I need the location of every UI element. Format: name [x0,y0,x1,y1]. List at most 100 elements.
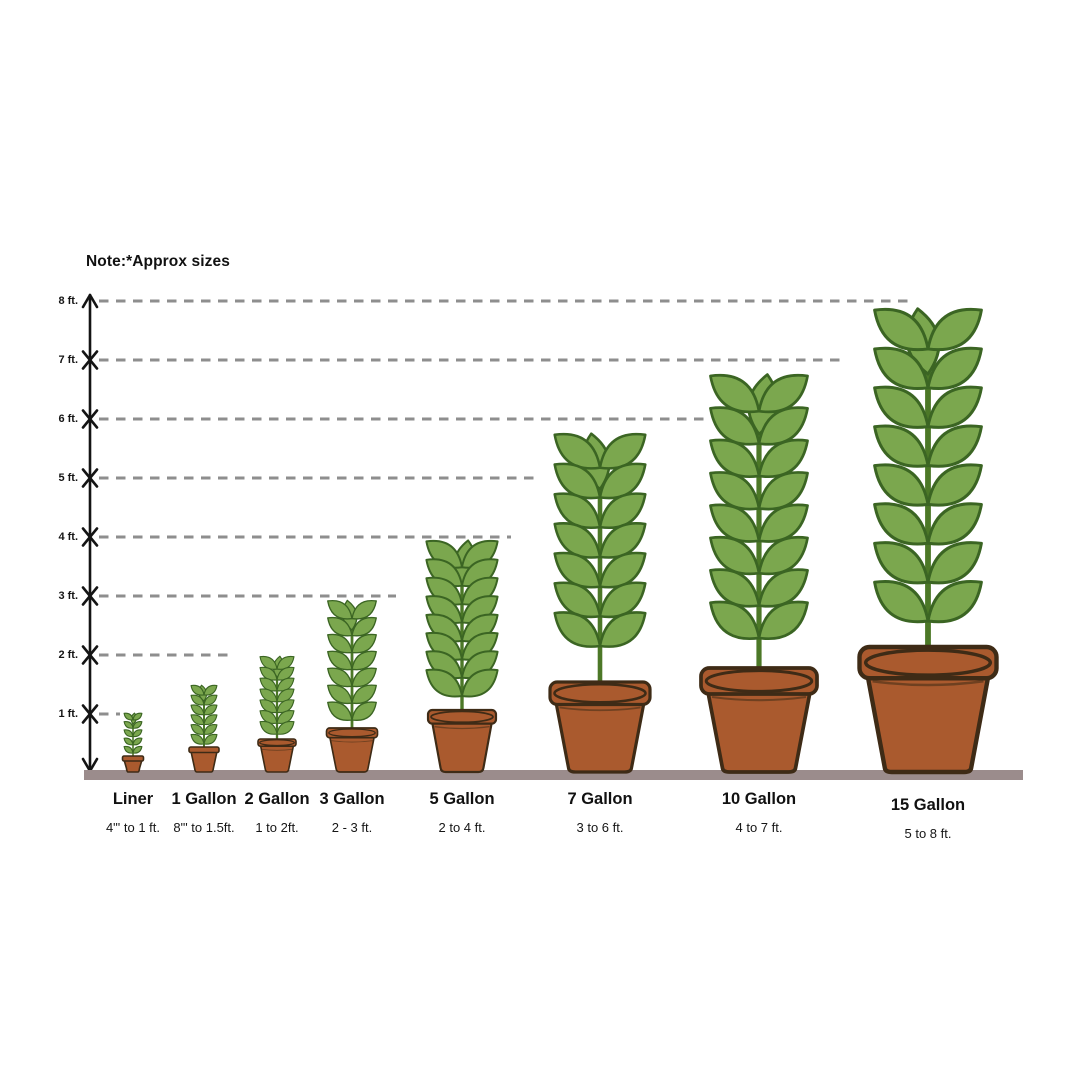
pot-3-gallon [325,727,379,773]
leaf [132,729,143,738]
pot-rim [857,644,999,681]
leaf [190,733,205,745]
category-label-15-gallon: 15 Gallon [890,796,966,814]
axis-tick-4ft-icon [81,527,99,547]
category-label-2-gallon: 2 Gallon [244,790,310,808]
leaf [351,633,377,654]
category-label-3-gallon: 3 Gallon [319,790,385,808]
category-label-1-gallon: 1 Gallon [171,790,237,808]
category-label-10-gallon: 10 Gallon [721,790,797,808]
leaf [190,684,205,696]
pot-body [190,749,218,773]
plant-15-gallon [873,307,983,660]
pot-opening [259,739,295,747]
axis-tick-1ft-icon [81,704,99,724]
axis-tick-6ft-icon [81,409,99,429]
leaf [709,600,761,641]
pot-opening [430,710,494,724]
leaf [926,424,983,468]
leaf [123,729,134,738]
leaf [926,541,983,585]
plant-2-gallon [259,655,295,751]
axis-tick-label-6ft: 6 ft. [58,413,78,425]
leaf [123,745,134,754]
pot-body [430,720,494,774]
leaf [132,737,143,746]
pot-liner [121,755,145,773]
leaf [926,579,983,624]
category-label-7-gallon: 7 Gallon [567,790,633,808]
category-label-5-gallon: 5 Gallon [429,790,495,808]
leaf [123,712,134,721]
plant-1-gallon [190,684,218,758]
axis-tick-2ft-icon [81,645,99,665]
dashed-gridlines [99,299,908,716]
pot-7-gallon [548,680,652,774]
leaf [461,668,499,698]
pot-opening [328,728,376,738]
leaf [123,720,134,729]
ground-bar [84,770,1023,780]
leaf [259,720,278,735]
leaf [327,650,353,671]
leaf [276,720,295,735]
pot-opening [863,648,993,677]
leaf [351,684,377,705]
leaf [132,720,143,729]
pot-shadow-line [261,748,293,751]
plant-10-gallon [709,373,809,681]
pot-body [328,734,376,773]
height-range-label-2-gallon: 1 to 2ft. [255,820,299,835]
axis-tick-label-5ft: 5 ft. [58,472,78,484]
leaf [351,701,377,722]
height-range-label-5-gallon: 2 to 4 ft. [438,820,486,835]
leaf [190,694,205,706]
plant-3-gallon [327,599,377,740]
leaf [351,667,377,688]
leaf [351,650,377,671]
pot-opening [553,682,647,704]
leaf [327,599,353,620]
leaf [598,611,647,648]
axis-tick-label-8ft: 8 ft. [58,295,78,307]
axis-tick-label-3ft: 3 ft. [58,590,78,602]
leaf [203,733,218,745]
height-axis [81,293,99,773]
leaf [351,616,377,637]
leaf [203,684,218,696]
pot-2-gallon [257,738,297,773]
pot-5-gallon [426,708,498,774]
leaf [873,502,930,546]
leaf [132,745,143,754]
leaf [873,541,930,585]
leaf [327,684,353,705]
leaf [873,385,930,429]
axis-tick-7ft-icon [81,350,99,370]
height-range-label-10-gallon: 4 to 7 ft. [735,820,783,835]
axis-tick-5ft-icon [81,468,99,488]
leaf [926,463,983,507]
leaf [327,701,353,722]
plant-liner [123,712,143,767]
leaf [425,668,463,698]
pot-15-gallon [857,644,999,775]
leaf [132,712,143,721]
plant-7-gallon [553,432,647,695]
pot-rim [121,755,145,762]
leaf [873,307,930,352]
axis-tick-3ft-icon [81,586,99,606]
axis-tick-label-4ft: 4 ft. [58,531,78,543]
pot-body [122,758,144,773]
pot-body [554,700,646,774]
pot-1-gallon [188,746,220,773]
height-range-label-7-gallon: 3 to 6 ft. [576,820,624,835]
pot-shadow-line [434,726,490,730]
pot-body [865,674,991,775]
leaf [873,579,930,624]
leaf [873,346,930,391]
leaf [873,463,930,507]
pot-opening [704,669,814,693]
pot-rim [188,746,220,754]
